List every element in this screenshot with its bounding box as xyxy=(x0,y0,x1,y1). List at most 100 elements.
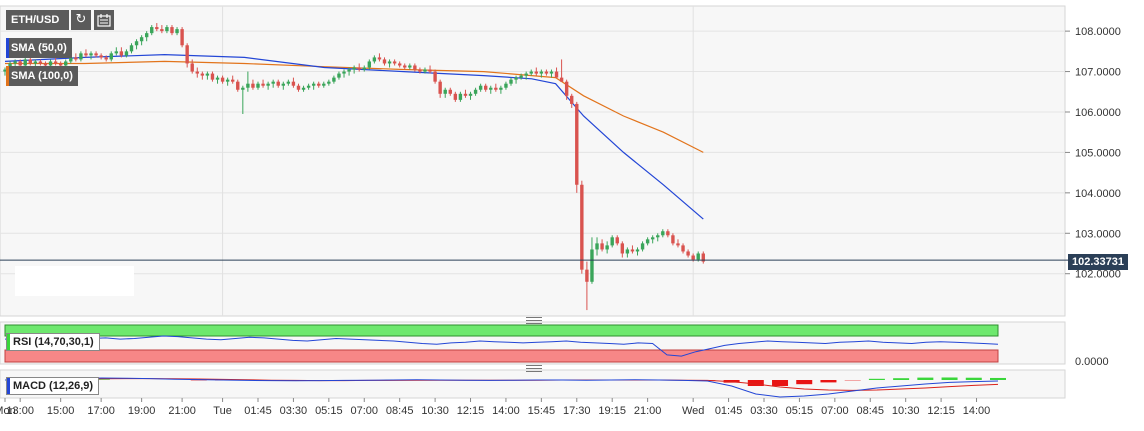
candle-body xyxy=(261,83,265,86)
candle-body xyxy=(382,59,387,64)
candle-body xyxy=(438,81,442,94)
candle-body xyxy=(33,61,38,64)
x-tick-label: Tue xyxy=(213,405,232,417)
candle-body xyxy=(99,55,103,58)
rsi-oversold-band xyxy=(4,349,999,363)
sma100-legend[interactable]: SMA (100,0) xyxy=(6,66,78,86)
candle-body xyxy=(129,45,134,52)
candle-body xyxy=(570,95,574,104)
y-tick-label: 107.0000 xyxy=(1075,67,1121,79)
candle-body xyxy=(524,73,528,76)
sma-lines xyxy=(4,53,704,220)
x-tick-label: 05:15 xyxy=(315,405,343,417)
candle-body xyxy=(225,79,230,82)
macd-color-mark xyxy=(7,378,10,394)
candle-body xyxy=(317,83,321,86)
symbol-badge[interactable]: ETH/USD xyxy=(6,10,69,30)
candle-body xyxy=(150,27,154,34)
candle-body xyxy=(372,57,377,62)
candle-body xyxy=(327,81,331,84)
x-tick-label: 07:00 xyxy=(821,405,849,417)
candle-body xyxy=(499,87,503,90)
x-tick-label: 17:30 xyxy=(563,405,591,417)
macd-pane xyxy=(0,369,1066,399)
candle-body xyxy=(296,85,301,90)
candle-body xyxy=(306,85,311,88)
candle-body xyxy=(311,83,316,86)
candle-body xyxy=(352,67,356,70)
candle-body xyxy=(408,65,412,68)
macd-histogram-bar xyxy=(868,378,885,380)
macd-histogram-bar xyxy=(747,380,764,386)
y-tick-label: 103.0000 xyxy=(1075,228,1121,240)
candle-body xyxy=(691,255,695,260)
candle-body xyxy=(620,243,625,254)
candle-body xyxy=(544,71,549,74)
x-tick-label: 01:45 xyxy=(244,405,272,417)
x-tick-label: 07:00 xyxy=(350,405,378,417)
candle-body xyxy=(564,81,569,96)
candle-body xyxy=(676,243,680,246)
candle-body xyxy=(109,53,113,60)
x-tick-label: 03:30 xyxy=(750,405,778,417)
candle-body xyxy=(119,51,124,56)
candle-body xyxy=(625,249,630,254)
candle-body xyxy=(256,83,260,88)
macd-line xyxy=(4,377,999,398)
rsi-overbought-band xyxy=(4,324,999,337)
candle-body xyxy=(43,63,48,66)
x-tick-label: 13:00 xyxy=(6,405,34,417)
y-tick-label: 104.0000 xyxy=(1075,188,1121,200)
candle-body xyxy=(84,53,88,56)
candle-body xyxy=(23,59,27,66)
candle-body xyxy=(48,61,53,66)
last-price-tag: 102.33731 xyxy=(1068,254,1128,270)
candle-body xyxy=(347,69,351,72)
sma50-legend[interactable]: SMA (50,0) xyxy=(6,38,72,58)
candle-body xyxy=(539,71,544,74)
candle-body xyxy=(397,63,402,66)
refresh-icon: ↻ xyxy=(75,12,87,27)
symbol-label: ETH/USD xyxy=(11,14,60,26)
candle-body xyxy=(79,53,83,60)
watermark-box xyxy=(15,266,134,296)
candle-body xyxy=(13,61,17,64)
x-tick-label: Wed xyxy=(682,405,704,417)
candle-body xyxy=(139,37,144,42)
candle-body xyxy=(666,231,670,236)
candle-body xyxy=(104,57,108,60)
macd-resize-handle[interactable] xyxy=(526,365,542,372)
candle-body xyxy=(635,249,640,252)
candle-body xyxy=(650,237,655,240)
candle-body xyxy=(276,81,280,86)
candle-body xyxy=(94,53,98,56)
macd-histogram-bar xyxy=(990,377,1006,380)
candle-body xyxy=(200,73,205,76)
candle-body xyxy=(144,33,149,38)
candle-body xyxy=(504,83,508,88)
y-tick-label: 108.0000 xyxy=(1075,26,1121,38)
candle-body xyxy=(155,27,159,30)
last-price-label: 102.33731 xyxy=(1072,256,1124,268)
refresh-button[interactable]: ↻ xyxy=(71,10,91,30)
x-tick-label: 15:45 xyxy=(528,405,556,417)
candle-body xyxy=(489,87,493,90)
candle-body xyxy=(28,59,32,64)
candle-body xyxy=(236,81,240,90)
candle-body xyxy=(645,239,650,244)
rsi-legend[interactable]: RSI (14,70,30,1) xyxy=(6,333,100,351)
candle-body xyxy=(342,71,346,74)
candle-body xyxy=(413,65,417,70)
candle-body xyxy=(64,61,68,66)
calendar-button[interactable] xyxy=(94,10,114,30)
candle-body xyxy=(580,184,584,270)
candle-body xyxy=(387,61,392,64)
rsi-resize-handle[interactable] xyxy=(526,317,542,324)
x-tick-label: 17:00 xyxy=(87,405,115,417)
y-tick-label: 105.0000 xyxy=(1075,147,1121,159)
sma50-line xyxy=(4,53,704,220)
macd-legend[interactable]: MACD (12,26,9) xyxy=(6,377,100,395)
rsi-line xyxy=(4,335,999,357)
y-axis: 108.0000 107.0000 106.0000 105.0000 104.0000… xyxy=(1065,26,1121,368)
